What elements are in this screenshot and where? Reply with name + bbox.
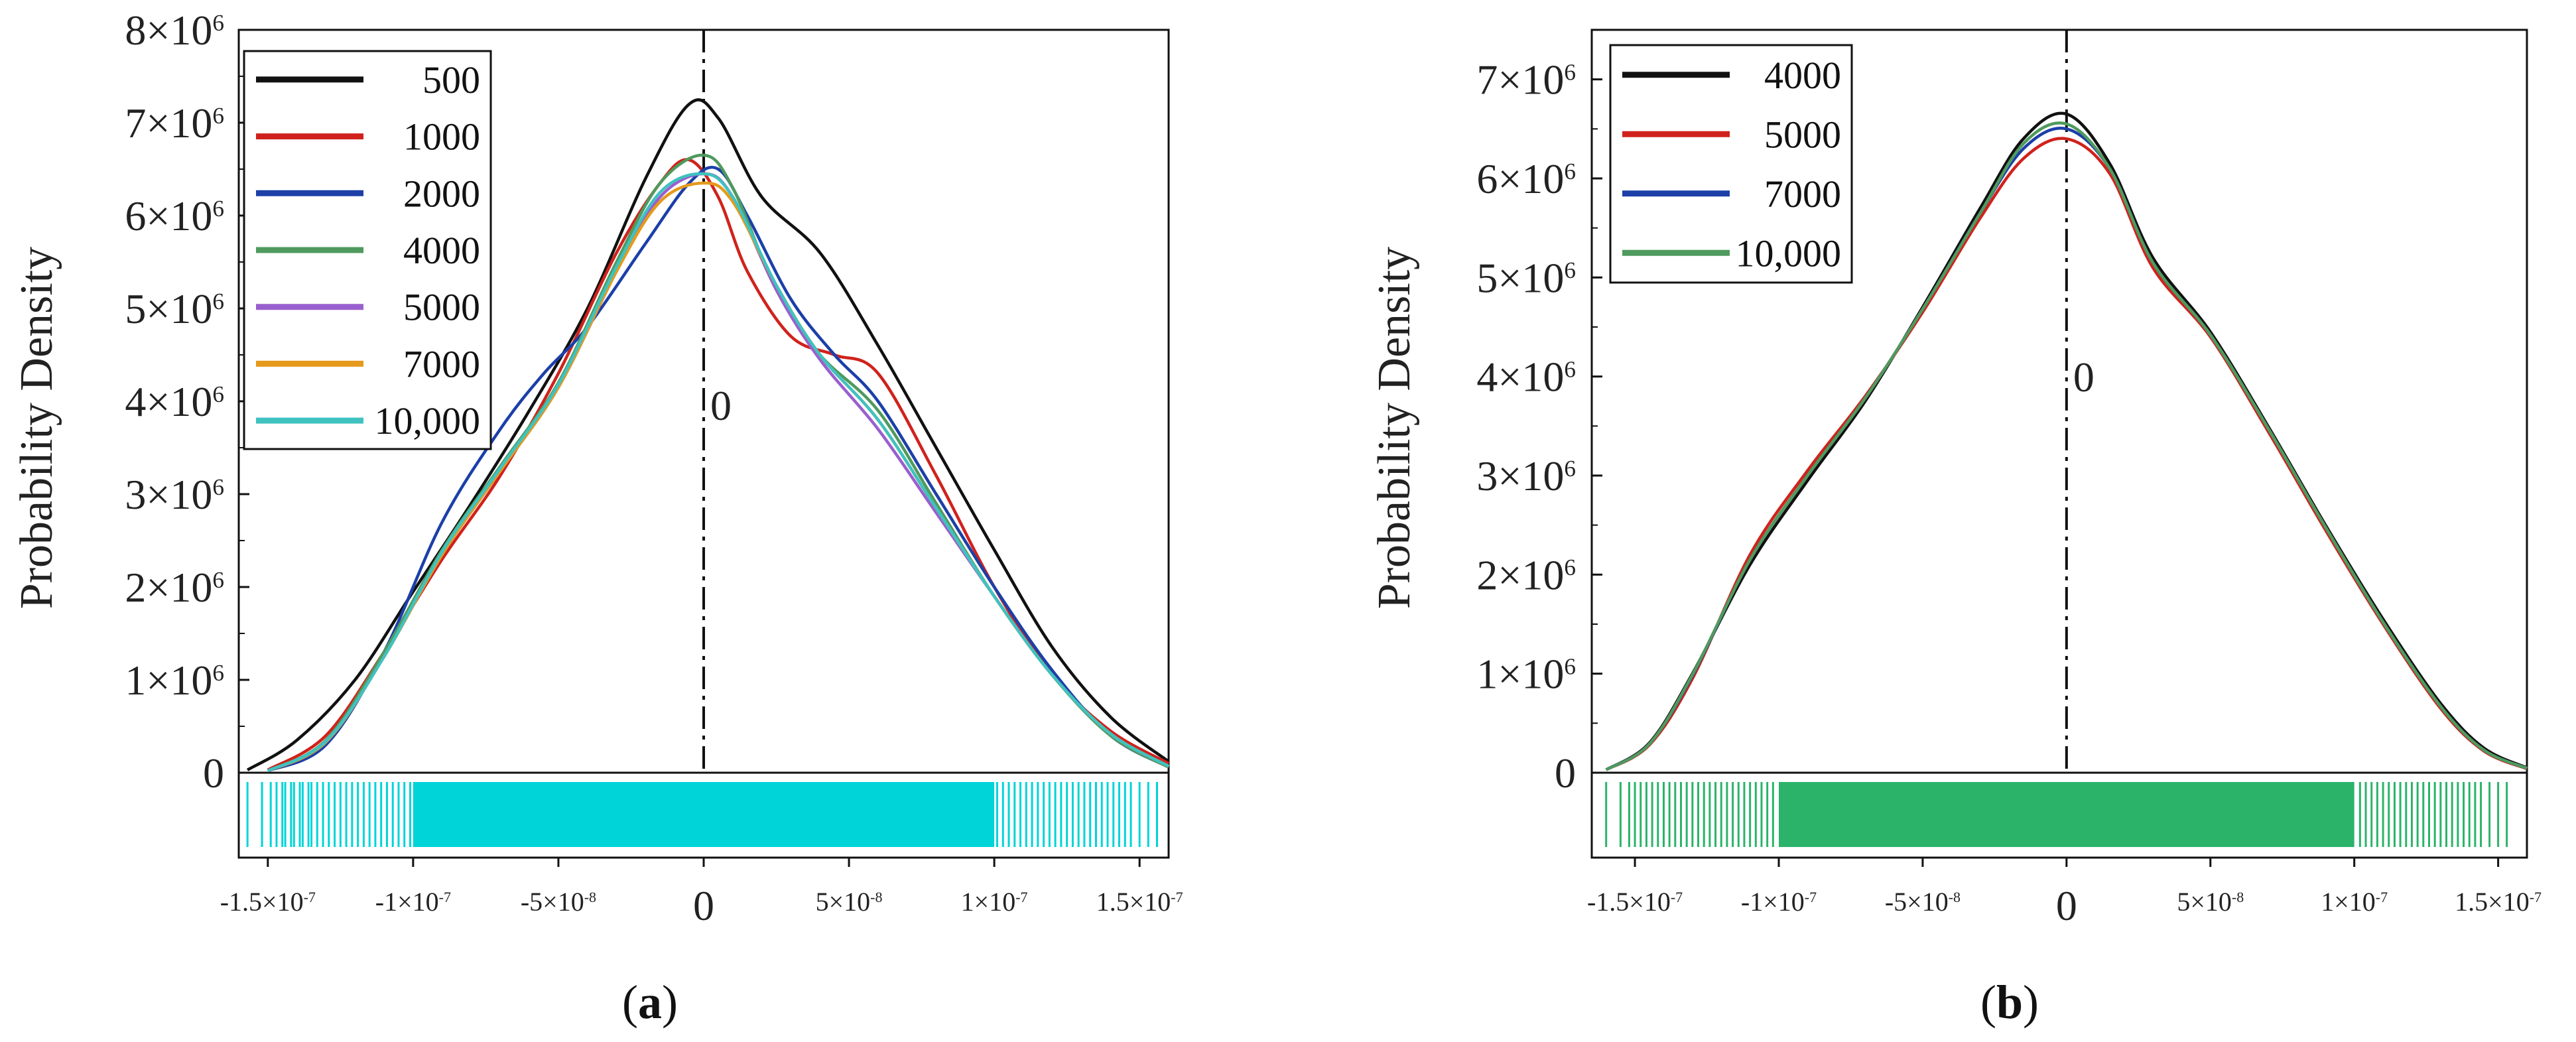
legend-label: 10,000 [375, 399, 481, 442]
legend-label: 7000 [1764, 172, 1841, 216]
legend: 500 1000 2000 4000 5000 7000 10,000 [243, 50, 492, 450]
legend-label: 5000 [403, 286, 480, 329]
y-tick-label: 4×106 [125, 378, 224, 425]
rug-dense-block [413, 782, 995, 847]
zero-label: 0 [2073, 354, 2094, 401]
y-tick-label: 2×106 [1476, 551, 1576, 598]
legend-label: 500 [422, 58, 480, 101]
x-tick-label: 0 [693, 882, 714, 929]
y-tick-label: 5×106 [1476, 254, 1576, 301]
legend-label: 4000 [1764, 54, 1841, 97]
x-tick-label: -5×10-8 [1885, 887, 1961, 917]
rug-strip [246, 782, 1158, 847]
y-tick-label: 0 [1555, 749, 1576, 797]
y-tick-label: 7×106 [1476, 56, 1576, 103]
x-tick-label: -1×10-7 [375, 887, 451, 917]
panel-b: 0 1×106 2×106 3×106 4×106 5×106 6×106 7×106 -1.5… [1369, 29, 2542, 1029]
y-tick-label: 0 [203, 749, 224, 797]
series-line-10000 [1605, 121, 2528, 771]
legend-label: 1000 [403, 115, 480, 159]
legend-label: 2000 [403, 172, 480, 215]
y-tick-label: 6×106 [1476, 155, 1576, 202]
x-tick-label: 5×10-8 [816, 887, 883, 917]
x-tick-label: -1×10-7 [1741, 887, 1817, 917]
y-axis-label: Probability Density [1369, 247, 1420, 609]
x-tick-label: -1.5×10-7 [220, 887, 316, 917]
panel-a: 0 1×106 2×106 3×106 4×106 5×106 6×106 7×106 8×10… [11, 7, 1183, 1029]
rug-dense-block [1779, 782, 2354, 847]
plot-frame [1590, 29, 2528, 859]
x-tick-label: 1×10-7 [961, 887, 1028, 917]
y-axis-label: Probability Density [11, 247, 62, 609]
series-line-2000 [267, 165, 1170, 773]
legend-box [1609, 44, 1853, 284]
y-tick-label: 3×106 [1476, 452, 1576, 499]
series-line-10000 [267, 172, 1170, 773]
legend-label: 4000 [403, 229, 480, 272]
y-tick-label: 2×106 [125, 564, 224, 611]
x-tick-label: 1×10-7 [2321, 887, 2388, 917]
y-tick-label: 1×106 [1476, 651, 1576, 698]
x-tick-label: 1.5×10-7 [1096, 887, 1183, 917]
x-tick-label: 5×10-8 [2177, 887, 2244, 917]
y-tick-label: 8×106 [125, 7, 224, 54]
legend-label: 10,000 [1736, 231, 1842, 275]
y-tick-label: 5×106 [125, 285, 224, 332]
legend: 4000 5000 7000 10,000 [1609, 44, 1853, 284]
y-tick-label: 1×106 [125, 657, 224, 704]
y-tick-label: 7×106 [125, 99, 224, 147]
zero-label: 0 [710, 382, 732, 429]
rug-strip [1605, 782, 2508, 847]
x-tick-label: 0 [2056, 882, 2077, 929]
legend-label: 5000 [1764, 113, 1841, 156]
y-tick-label: 4×106 [1476, 354, 1576, 401]
x-tick-label: -5×10-8 [521, 887, 596, 917]
x-tick-label: -1.5×10-7 [1587, 887, 1683, 917]
series-line-500 [246, 98, 1170, 771]
x-tick-label: 1.5×10-7 [2455, 887, 2542, 917]
panel-caption: (a) [622, 976, 678, 1029]
legend-label: 7000 [403, 342, 480, 385]
y-tick-label: 6×106 [125, 192, 224, 239]
y-tick-label: 3×106 [125, 471, 224, 518]
panel-caption: (b) [1980, 976, 2039, 1029]
